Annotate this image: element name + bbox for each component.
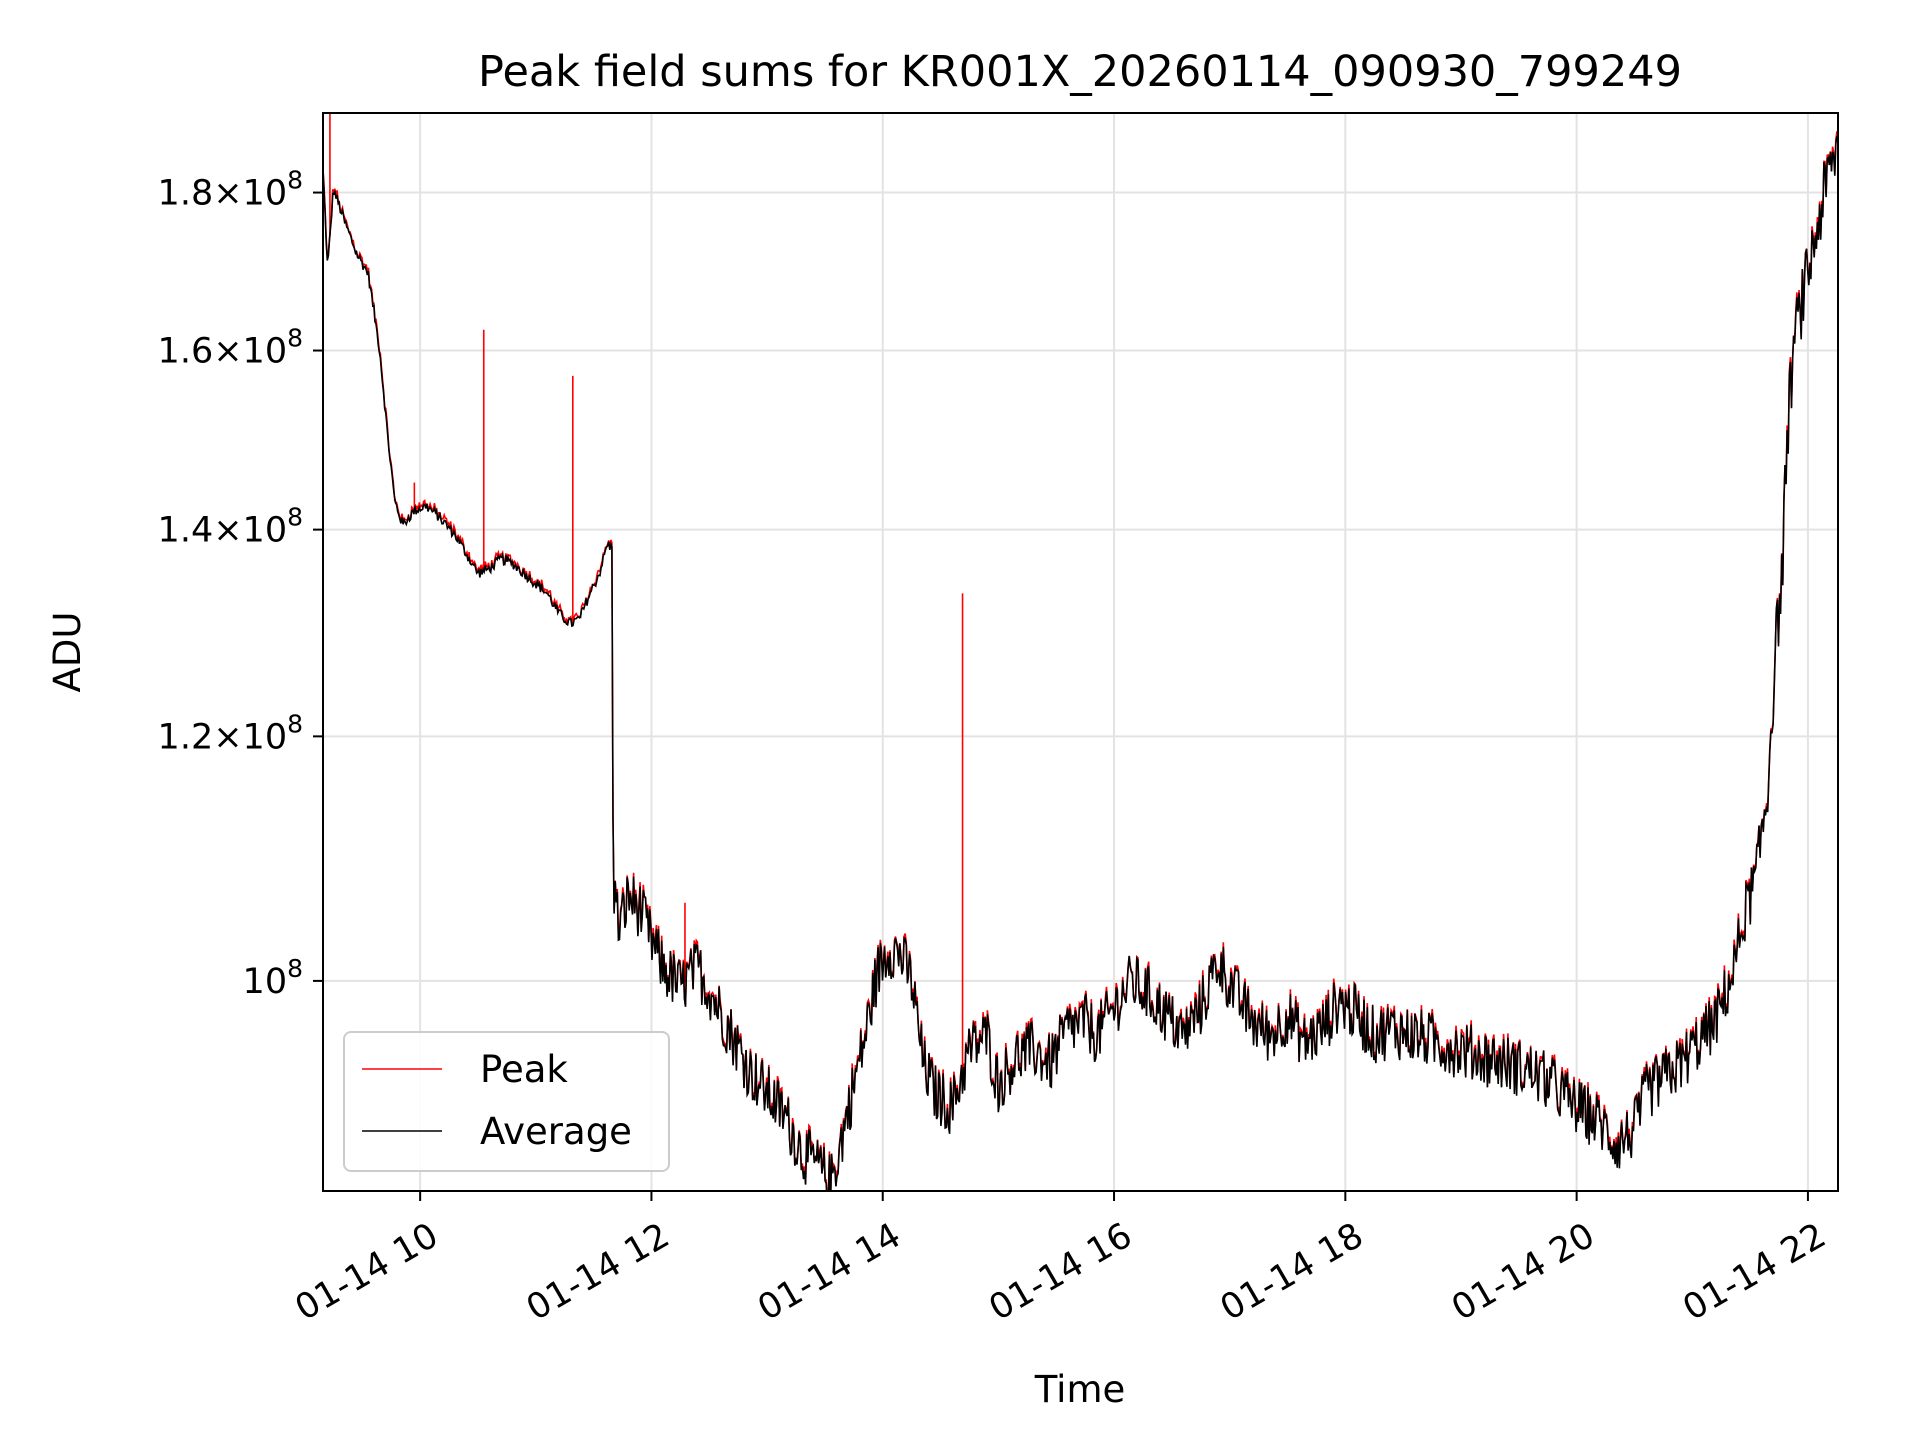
average-series	[323, 136, 1838, 1191]
legend-peak-label: Peak	[480, 1048, 568, 1091]
grid	[323, 113, 1838, 1191]
y-tick-label: 108	[243, 954, 303, 1002]
y-tick-label: 1.6×108	[158, 324, 303, 372]
average-line	[323, 136, 1838, 1191]
y-axis-label: ADU	[46, 612, 89, 693]
legend: Peak Average	[343, 1031, 670, 1172]
legend-box	[343, 1031, 670, 1172]
y-axis-ticks: 108 1.2×108 1.4×108 1.6×108 1.8×108	[158, 166, 323, 1002]
plot-area	[323, 113, 1838, 1191]
axes-frame	[322, 112, 1839, 1192]
legend-average-label: Average	[480, 1110, 632, 1153]
y-tick-label: 1.8×108	[158, 166, 303, 214]
x-axis-label: Time	[1034, 1368, 1126, 1411]
chart-title: Peak field sums for KR001X_20260114_0909…	[478, 47, 1682, 97]
y-tick-label: 1.2×108	[158, 709, 303, 757]
y-tick-label: 1.4×108	[158, 503, 303, 551]
